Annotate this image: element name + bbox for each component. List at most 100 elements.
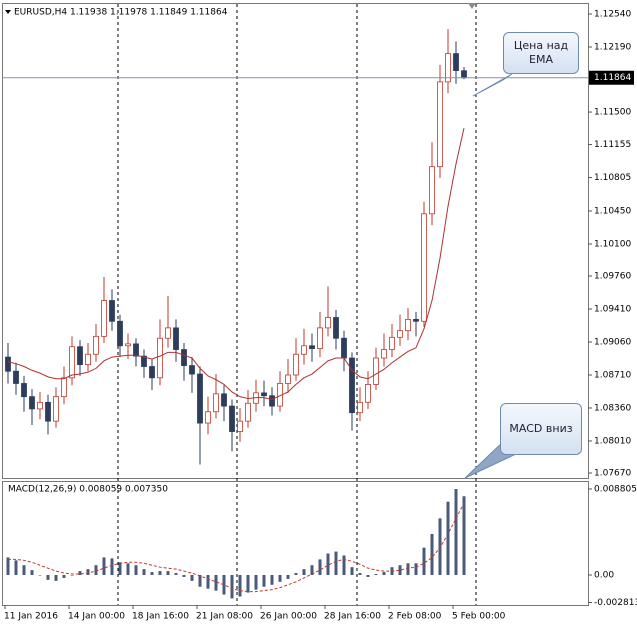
macd-bar [166,571,170,576]
candle-body [13,370,19,384]
y-tick-label: 1.08360 [594,403,631,413]
candle-body [309,345,315,350]
candle-body [237,420,243,432]
macd-bar [102,557,106,576]
candle-body [421,213,427,322]
candle-body [461,70,467,79]
y-tick-label: 1.11500 [594,108,631,118]
candle-body [365,384,371,403]
macd-bar [182,575,186,577]
candle-body [149,366,155,379]
current-price-label: 1.11864 [594,73,631,83]
candle-body [117,320,123,347]
macd-bar [446,501,450,576]
signal-line [8,502,465,593]
macd-bar [238,575,242,597]
current-price-box [589,70,634,85]
day-separators [117,4,477,605]
y-tick-label: 1.07670 [594,469,631,479]
macd-bar [86,569,90,576]
macd-bar [358,573,362,576]
annotation: Цена над EMA [503,32,579,74]
macd-bar [342,555,346,576]
macd-bar [286,575,290,579]
candle-body [389,336,395,350]
y-tick-label: 1.09060 [594,338,631,348]
macd-bar [294,573,298,576]
macd-bar [334,551,338,576]
x-tick-label: 18 Jan 16:00 [132,612,189,622]
macd-bar [430,533,434,576]
candle-body [213,393,219,413]
macd-bar [350,567,354,576]
y-tick-label: 1.09410 [594,305,631,315]
candle-body [77,346,83,366]
y-tick-label: 1.12540 [594,10,631,20]
candle-body [317,327,323,350]
candle-body [269,395,275,407]
candle-body [29,396,35,410]
macd-bar [6,557,10,576]
macd-bar [142,569,146,576]
candle-body [429,166,435,215]
macd-bar [398,565,402,576]
candle-body [93,335,99,355]
candle-body [69,346,75,379]
y-tick-label: 1.10450 [594,207,631,217]
y-tick-label: 1.10100 [594,239,631,249]
macd-bar [158,571,162,576]
macd-bar [414,563,418,576]
x-tick-label: 26 Jan 00:00 [260,612,317,622]
macd-bar [318,559,322,576]
y-tick-label: 1.08010 [594,436,631,446]
macd-bar [94,565,98,576]
macd-bar [198,575,202,587]
macd-bar [70,575,74,576]
candle-body [109,300,115,322]
candle-body [445,53,451,83]
y-tick-label: 1.09760 [594,272,631,282]
macd-bar [46,575,50,580]
candle-body [45,401,51,422]
macd-bar [38,575,42,576]
macd-bar [214,575,218,591]
candle-body [381,349,387,359]
candle-body [349,357,355,414]
y-tick-label: -0.002813 [594,598,637,608]
macd-bar [78,571,82,576]
macd-bar [254,575,258,590]
candle-body [5,356,11,372]
macd-bar [374,574,378,576]
candle-body [165,327,171,339]
candle-body [85,353,91,366]
x-tick-label: 28 Jan 16:00 [324,612,381,622]
candle-body [285,374,291,384]
ema-line [7,127,465,401]
macd-bar [302,569,306,576]
macd-bar [54,575,58,581]
candle-body [197,373,203,424]
y-tick-label: 1.12190 [594,43,631,53]
candle-body [261,392,267,397]
macd-bar [206,575,210,589]
macd-bar [366,575,370,577]
y-tick-label: 0.008805 [594,484,637,494]
candle-body [373,357,379,385]
candle-body [53,396,59,422]
candle-body [333,317,339,339]
candle-body [437,81,443,168]
candle-body [301,345,307,355]
macd-bar [406,563,410,576]
candle-body [397,330,403,338]
macd-bar [134,565,138,576]
macd-bar [22,565,26,576]
candle-body [245,402,251,422]
macd-bar [462,496,466,576]
candle-body [61,377,67,398]
macd-bar [382,572,386,576]
macd-bar [454,489,458,576]
x-tick-label: 5 Feb 00:00 [452,612,506,622]
macd-bar [174,573,178,576]
candle-body [229,405,235,432]
